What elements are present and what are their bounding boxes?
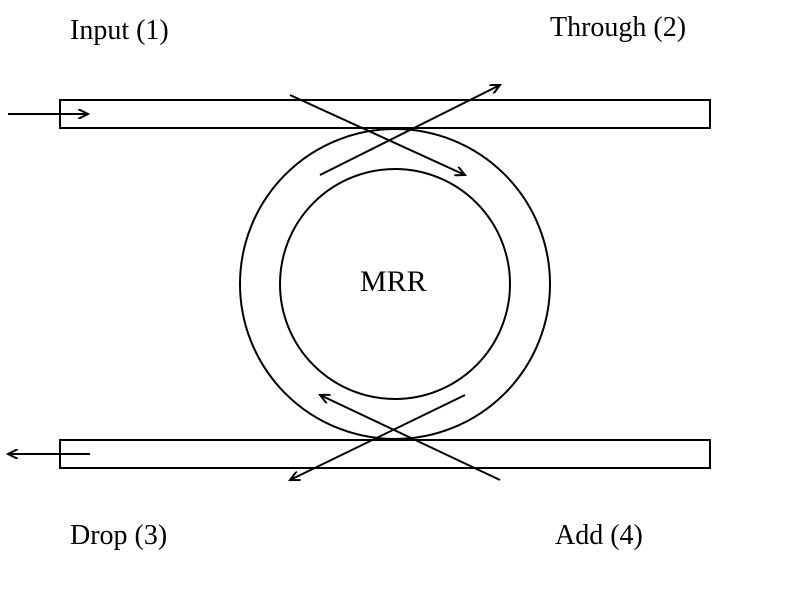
input-label: Input (1) (70, 15, 169, 47)
bottom-waveguide (60, 440, 710, 468)
add-label: Add (4) (555, 520, 643, 552)
top-waveguide (60, 100, 710, 128)
top-coupling-out-arrow (320, 85, 500, 175)
ring-label: MRR (360, 265, 427, 299)
drop-label: Drop (3) (70, 520, 167, 552)
through-label: Through (2) (550, 12, 686, 44)
